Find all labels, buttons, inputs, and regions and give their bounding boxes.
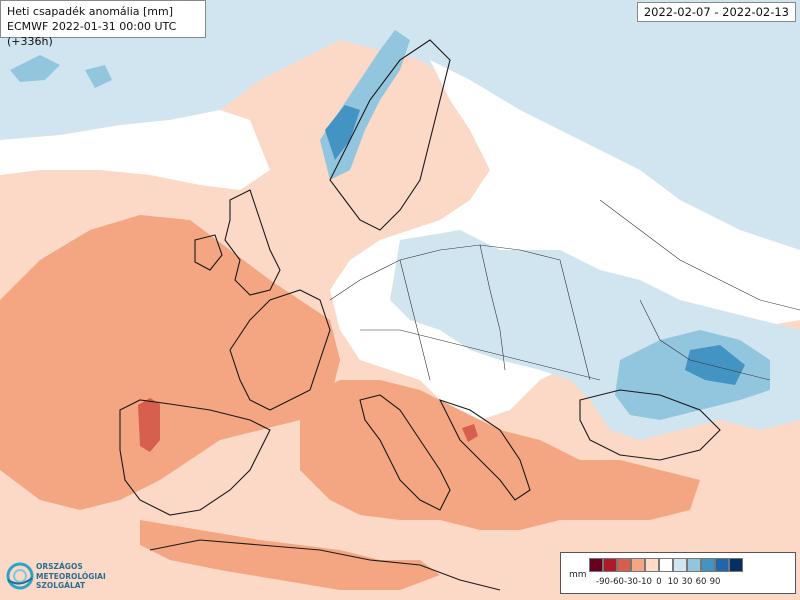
border-line-3 (399, 259, 431, 381)
legend-tick-label: 10 (667, 577, 679, 587)
legend-unit: mm (569, 570, 587, 580)
dry-region-iberia-france (0, 215, 340, 510)
legend-swatches (589, 558, 743, 572)
legend-swatch (701, 558, 715, 572)
omsz-logo-text: ORSZÁGOS METEOROLÓGIAI SZOLGÁLAT (36, 562, 106, 591)
legend-tick-label: 60 (695, 577, 707, 587)
legend-tick-label: -60 (610, 577, 624, 587)
legend-swatch (729, 558, 743, 572)
coastlines (119, 39, 721, 591)
border-line-2 (360, 329, 601, 381)
legend-tick-label: -30 (624, 577, 638, 587)
border-line-5 (559, 259, 591, 381)
legend-tick-label: 30 (681, 577, 693, 587)
legend-tick-label: -10 (638, 577, 652, 587)
legend-swatch (673, 558, 687, 572)
dry-region-south-mediterranean (140, 520, 440, 590)
border-line-4 (479, 244, 506, 371)
date-range-label: 2022-02-07 - 2022-02-13 (636, 2, 796, 22)
legend-swatch (659, 558, 673, 572)
legend-tick-label: -90 (596, 577, 610, 587)
map-title: Heti csapadék anomália [mm] (7, 5, 174, 18)
coast-ireland (194, 234, 223, 271)
legend-swatch (603, 558, 617, 572)
legend-tick-label: 90 (709, 577, 721, 587)
neutral-region-north (0, 110, 270, 190)
coast-north-africa (149, 539, 501, 591)
coast-italy (359, 394, 451, 511)
dry-region-portugal (138, 398, 160, 452)
legend-swatch (687, 558, 701, 572)
wet-region-ukraine-core (685, 345, 745, 385)
omsz-logo: ORSZÁGOS METEOROLÓGIAI SZOLGÁLAT (6, 560, 106, 594)
legend-swatch (631, 558, 645, 572)
border-line-7 (639, 299, 771, 381)
wet-region-arctic (0, 0, 800, 250)
wet-region-atlantic-patch-2 (85, 65, 112, 88)
coast-black-sea (579, 389, 721, 461)
border-line-1 (329, 244, 561, 301)
coast-britain (224, 189, 281, 296)
coast-france (229, 289, 331, 411)
dry-region-mediterranean (300, 380, 700, 530)
omsz-logo-icon (6, 562, 34, 590)
map-info-box: Heti csapadék anomália [mm] ECMWF 2022-0… (0, 0, 206, 48)
wet-region-ukraine (615, 330, 770, 420)
legend-ticks: -90 -60 -30 -10 0 10 30 60 90 (589, 577, 785, 591)
logo-line-3: SZOLGÁLAT (36, 581, 86, 590)
country-borders (329, 199, 800, 381)
legend-swatch (589, 558, 603, 572)
coast-balkans (438, 399, 531, 501)
wet-region-norway-core (325, 105, 360, 160)
wet-region-atlantic-patch (10, 55, 60, 82)
legend-swatch (645, 558, 659, 572)
legend-swatch (617, 558, 631, 572)
model-run-label: ECMWF 2022-01-31 00:00 UTC (+336h) (7, 20, 177, 48)
coast-iberia (119, 399, 271, 516)
border-line-6 (599, 199, 800, 311)
coast-scandinavia (329, 39, 451, 231)
legend-tick-label: 0 (656, 577, 662, 587)
legend-swatch (715, 558, 729, 572)
logo-line-1: ORSZÁGOS (36, 562, 83, 571)
dry-region-adriatic (462, 424, 478, 442)
color-legend: mm -90 -60 -30 -10 0 10 30 60 90 (560, 552, 796, 594)
logo-line-2: METEOROLÓGIAI (36, 571, 106, 581)
